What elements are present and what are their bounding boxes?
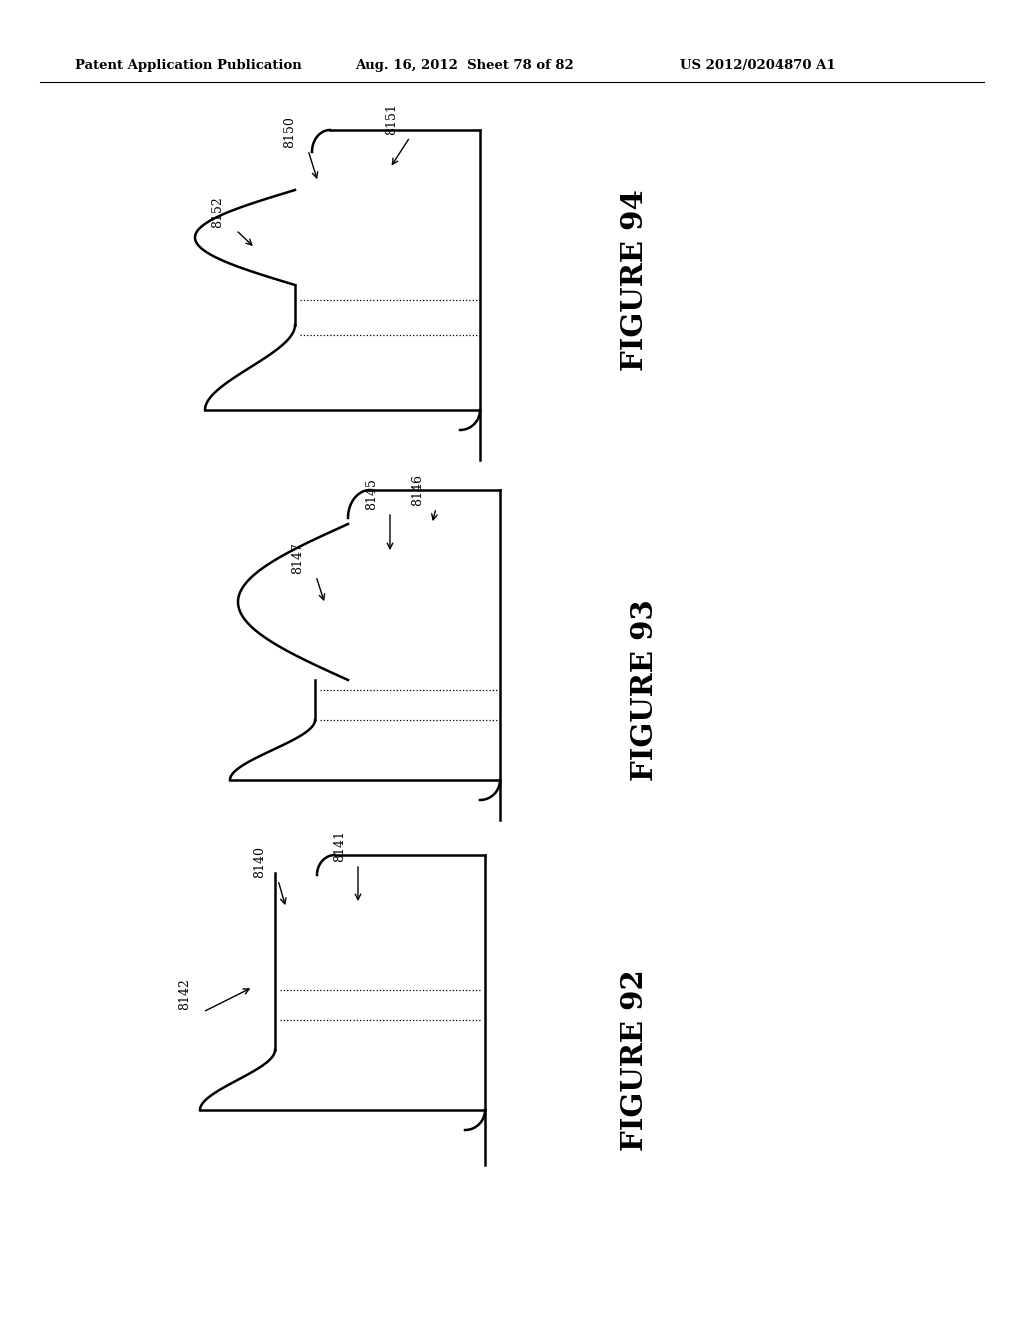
Text: Aug. 16, 2012  Sheet 78 of 82: Aug. 16, 2012 Sheet 78 of 82 <box>355 58 573 71</box>
Text: 8146: 8146 <box>412 474 425 506</box>
Text: Patent Application Publication: Patent Application Publication <box>75 58 302 71</box>
Text: 8152: 8152 <box>212 197 224 228</box>
Text: 8140: 8140 <box>254 846 266 878</box>
Text: 8142: 8142 <box>178 978 191 1010</box>
Text: FIGURE 94: FIGURE 94 <box>620 189 649 371</box>
Text: 8151: 8151 <box>385 103 398 135</box>
Text: 8150: 8150 <box>284 116 297 148</box>
Text: US 2012/0204870 A1: US 2012/0204870 A1 <box>680 58 836 71</box>
Text: FIGURE 93: FIGURE 93 <box>630 599 659 781</box>
Text: FIGURE 92: FIGURE 92 <box>620 969 649 1151</box>
Text: 8145: 8145 <box>366 478 379 510</box>
Text: 8141: 8141 <box>334 830 346 862</box>
Text: 8147: 8147 <box>292 543 304 574</box>
